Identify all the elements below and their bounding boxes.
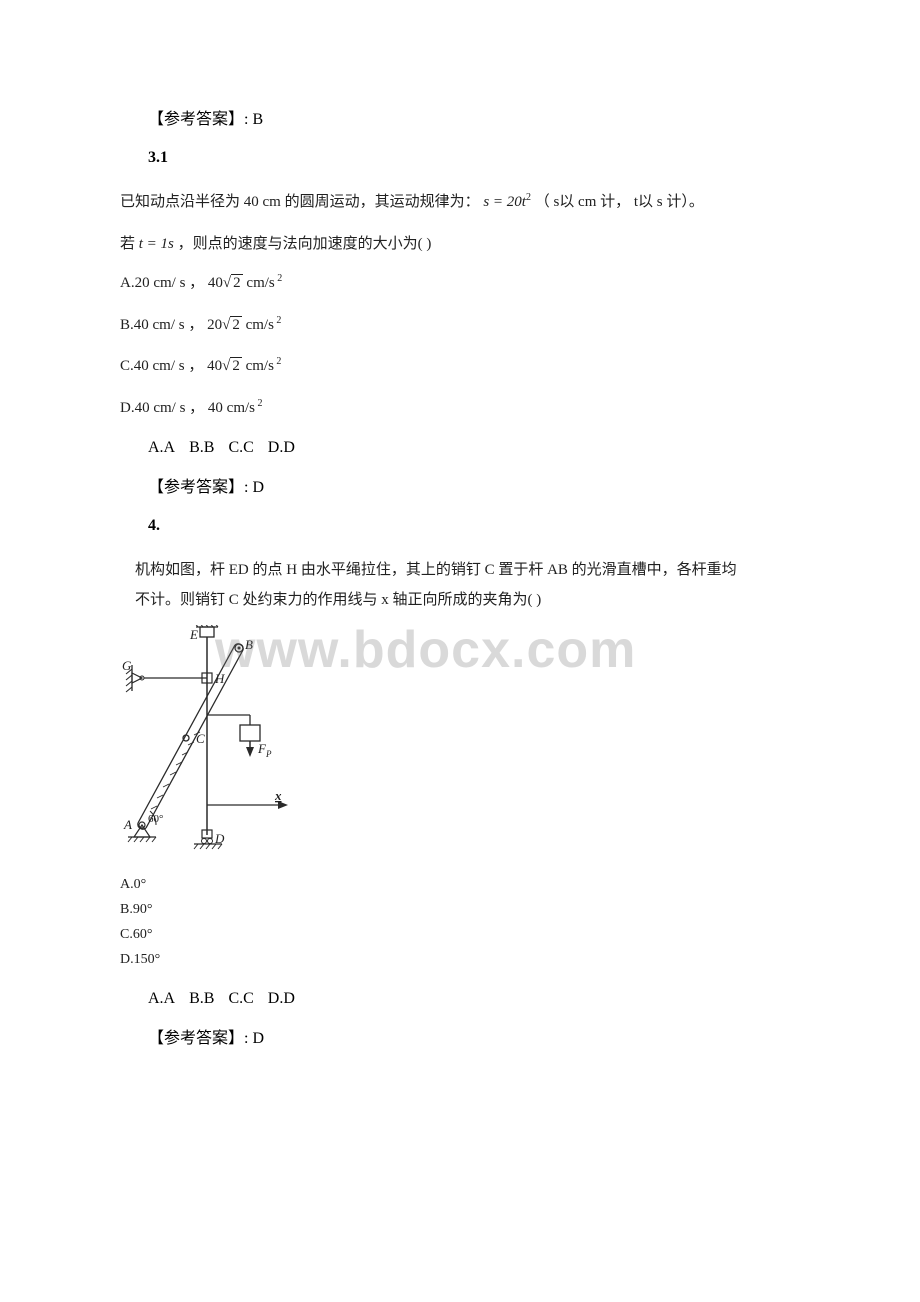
bar-ab xyxy=(138,644,243,829)
answer-4-value: : D xyxy=(244,1030,264,1047)
q3-option-a: A.20 cm/ s ， 40√2 cm/s 2 xyxy=(120,271,920,295)
q3-stem2-suffix: ，则点的速度与法向加速度的大小为( ) xyxy=(174,236,432,252)
q4-choices: A.A B.B C.C D.D xyxy=(148,990,920,1008)
q3-opt-d-prefix: D.40 cm/ s ， xyxy=(120,400,204,416)
label-b: B xyxy=(245,637,253,652)
question-3-number: 3.1 xyxy=(148,149,920,167)
q3-choices: A.A B.B C.C D.D xyxy=(148,439,920,457)
q3-opt-b-exp: 2 xyxy=(274,315,282,326)
q3-opt-a-coef: 40 xyxy=(208,275,223,291)
support-a-icon xyxy=(128,822,156,842)
q4-option-a: A.0° xyxy=(120,874,920,895)
question-4-stem-line1: 机构如图，杆 ED 的点 H 由水平绳拉住，其上的销钉 C 置于杆 AB 的光滑… xyxy=(135,555,820,615)
label-e: E xyxy=(189,627,198,642)
question-4-number: 4. xyxy=(148,517,920,535)
question-3-stem-line1: 已知动点沿半径为 40 cm 的圆周运动，其运动规律为： s = 20t2 （ … xyxy=(120,187,920,217)
force-fp-arrow-icon xyxy=(246,747,254,757)
label-h: H xyxy=(214,671,225,686)
q3-opt-c-exp: 2 xyxy=(274,356,282,367)
label-fp: FP xyxy=(257,741,272,759)
q3-opt-a-rad: 2 xyxy=(231,274,243,291)
answer-3-value: : D xyxy=(244,479,264,496)
q3-formula-exp: 2 xyxy=(526,192,531,203)
label-a: A xyxy=(123,817,132,832)
q4-option-d: D.150° xyxy=(120,949,920,970)
q4-choice-a: A.A xyxy=(148,990,175,1007)
answer-2-label: 【参考答案】 xyxy=(148,111,244,128)
q4-diagram: E B xyxy=(120,625,920,860)
q3-opt-b-coef: 20 xyxy=(207,317,222,333)
q3-formula-unit: （ s以 cm 计， t以 s 计）。 xyxy=(535,194,704,210)
q3-opt-b-prefix: B.40 cm/ s ， xyxy=(120,317,207,333)
q3-option-c: C.40 cm/ s ， 40√2 cm/s 2 xyxy=(120,354,920,378)
q3-opt-c-prefix: C.40 cm/ s ， xyxy=(120,358,207,374)
q3-opt-b-rad: 2 xyxy=(230,316,242,333)
q3-stem-text-1: 已知动点沿半径为 40 cm 的圆周运动，其运动规律为： xyxy=(120,194,480,210)
q4-stem-line2: 不计。则销钉 C 处约束力的作用线与 x 轴正向所成的夹角为( ) xyxy=(135,592,541,608)
answer-3-label: 【参考答案】 xyxy=(148,479,244,496)
sqrt-icon: √ xyxy=(223,275,231,291)
label-x: x xyxy=(274,788,282,803)
q4-option-c: C.60° xyxy=(120,924,920,945)
q3-stem2-cond: t = 1s xyxy=(139,236,174,252)
answer-4: 【参考答案】: D xyxy=(148,1024,920,1048)
label-angle: 60° xyxy=(148,813,163,825)
q3-opt-c-rad: 2 xyxy=(230,357,242,374)
answer-3: 【参考答案】: D xyxy=(148,473,920,497)
q3-opt-d-exp: 2 xyxy=(255,398,263,409)
label-d: D xyxy=(214,831,225,846)
q3-option-b: B.40 cm/ s ， 20√2 cm/s 2 xyxy=(120,313,920,337)
q3-formula-s: s = 20t xyxy=(483,194,526,210)
q3-opt-a-exp: 2 xyxy=(275,273,283,284)
q4-choice-c: C.C xyxy=(228,990,253,1007)
q3-choice-a: A.A xyxy=(148,439,175,456)
question-3-stem-line2: 若 t = 1s ，则点的速度与法向加速度的大小为( ) xyxy=(120,229,920,259)
mechanism-diagram-svg: E B xyxy=(120,625,320,855)
q3-opt-d-plain: 40 cm/s xyxy=(208,400,255,416)
answer-2-value: : B xyxy=(244,111,263,128)
q4-choice-b: B.B xyxy=(189,990,214,1007)
q4-choice-d: D.D xyxy=(268,990,295,1007)
q4-stem-line1: 机构如图，杆 ED 的点 H 由水平绳拉住，其上的销钉 C 置于杆 AB 的光滑… xyxy=(135,562,737,578)
q3-opt-b-unit: cm/s xyxy=(242,317,274,333)
q3-opt-a-unit: cm/s xyxy=(243,275,275,291)
q3-stem2-prefix: 若 xyxy=(120,236,139,252)
label-c: C xyxy=(196,731,205,746)
weight-box-icon xyxy=(240,725,260,741)
label-g: G xyxy=(122,658,132,673)
answer-4-label: 【参考答案】 xyxy=(148,1030,244,1047)
q3-choice-c: C.C xyxy=(228,439,253,456)
q3-choice-b: B.B xyxy=(189,439,214,456)
q3-option-d: D.40 cm/ s ， 40 cm/s 2 xyxy=(120,396,920,420)
q3-opt-c-unit: cm/s xyxy=(242,358,274,374)
q3-opt-c-coef: 40 xyxy=(207,358,222,374)
answer-2: 【参考答案】: B xyxy=(148,105,920,129)
q3-choice-d: D.D xyxy=(268,439,295,456)
q3-opt-a-prefix: A.20 cm/ s ， xyxy=(120,275,208,291)
q4-option-b: B.90° xyxy=(120,899,920,920)
